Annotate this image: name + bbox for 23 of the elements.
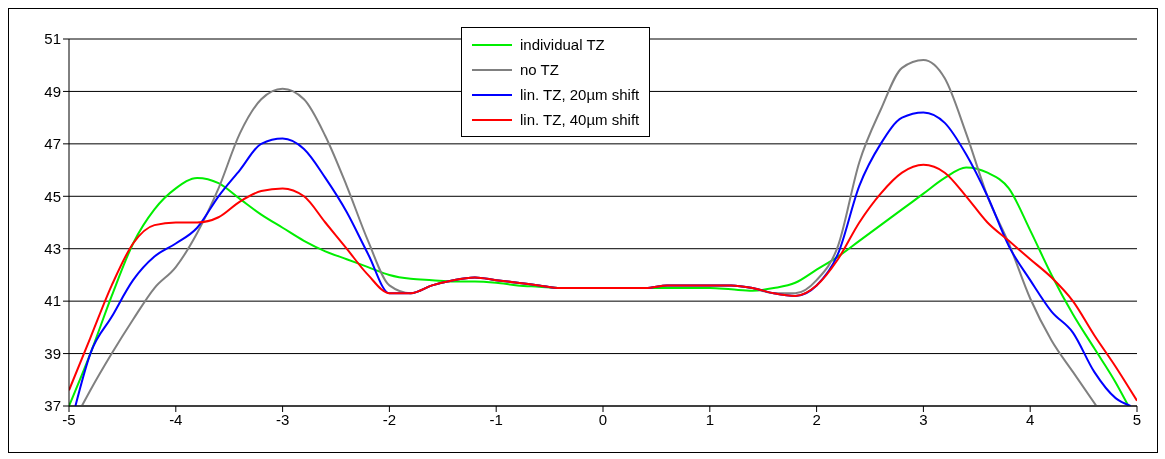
x-tick-label: -3 [275, 410, 290, 428]
x-tick-label: -5 [62, 410, 76, 428]
x-tick-label: 4 [1026, 410, 1035, 428]
x-tick-label: -2 [382, 410, 397, 428]
x-tick-label: 1 [705, 410, 714, 428]
x-tick-label: 0 [598, 410, 608, 428]
y-tick-label: 45 [44, 187, 61, 205]
y-tick-label: 47 [44, 135, 61, 153]
legend-label: no TZ [520, 61, 559, 78]
legend-label: individual TZ [520, 36, 605, 53]
x-tick-label: 5 [1132, 410, 1142, 428]
legend-label: lin. TZ, 20µm shift [520, 86, 640, 103]
x-tick-label: 3 [919, 410, 928, 428]
y-tick-label: 41 [44, 292, 61, 310]
y-tick-label: 43 [44, 240, 61, 258]
y-tick-label: 51 [44, 30, 61, 48]
y-tick-label: 39 [44, 344, 61, 362]
legend-label: lin. TZ, 40µm shift [520, 111, 640, 128]
y-tick-label: 37 [44, 397, 61, 415]
x-tick-label: 2 [812, 410, 821, 428]
y-tick-label: 49 [44, 82, 61, 100]
x-tick-label: -1 [489, 410, 503, 428]
x-tick-label: -4 [169, 410, 183, 428]
